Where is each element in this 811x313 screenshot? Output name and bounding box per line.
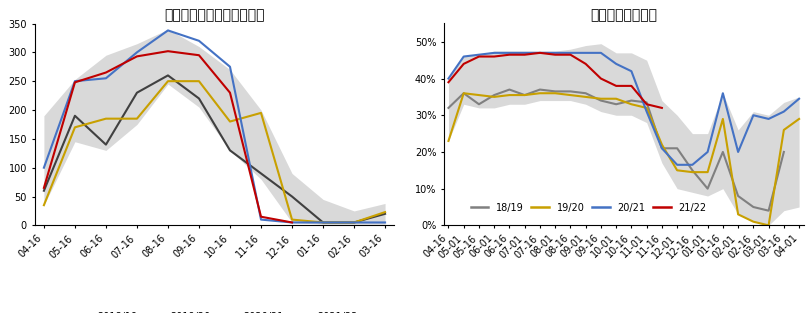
Title: 巴西双周食糖产量（万吨）: 巴西双周食糖产量（万吨）: [164, 8, 264, 22]
Legend: 18/19, 19/20, 20/21, 21/22: 18/19, 19/20, 20/21, 21/22: [466, 199, 710, 217]
Title: 南巴西双周制糖比: 南巴西双周制糖比: [590, 8, 656, 22]
Legend: 2018/19, 2019/20, 2020/21, 2021/22: 2018/19, 2019/20, 2020/21, 2021/22: [67, 308, 361, 313]
